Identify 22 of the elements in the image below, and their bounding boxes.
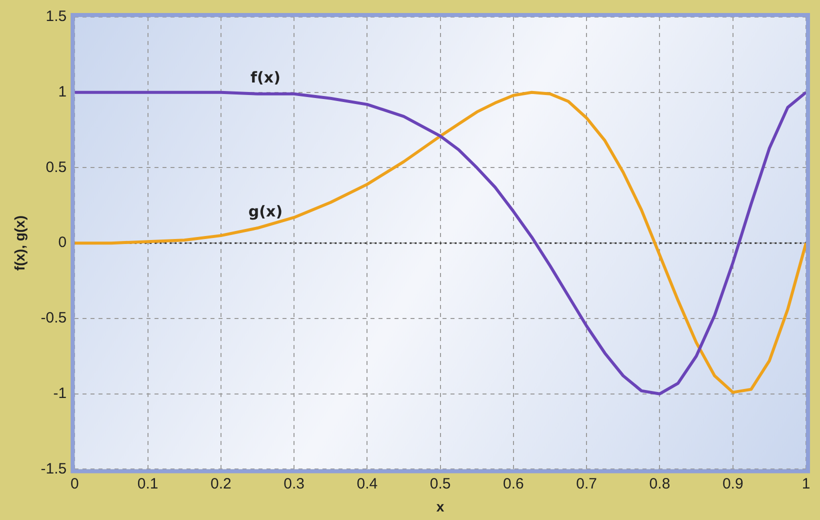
x-axis-title: x bbox=[436, 498, 444, 514]
x-tick-label: 0.8 bbox=[649, 475, 670, 492]
series-label: g(x) bbox=[248, 202, 283, 220]
x-tick-label: 0.7 bbox=[576, 475, 598, 492]
x-tick-label: 0.9 bbox=[722, 475, 744, 492]
y-tick-label: -1.5 bbox=[40, 460, 67, 478]
x-tick-label: 0.5 bbox=[430, 475, 451, 492]
y-tick-label: 1 bbox=[58, 84, 67, 101]
y-tick-label: -0.5 bbox=[40, 310, 67, 327]
y-tick-label: 1.5 bbox=[46, 8, 67, 26]
y-tick-label: -1 bbox=[53, 384, 67, 402]
x-tick-label: 0.4 bbox=[356, 475, 378, 492]
x-tick-label: 0.6 bbox=[503, 475, 524, 492]
x-tick-label: 0 bbox=[70, 475, 79, 492]
x-tick-label: 0.3 bbox=[284, 475, 304, 492]
y-tick-label: 0.5 bbox=[46, 158, 67, 176]
x-tick-label: 1 bbox=[802, 475, 810, 492]
x-tick-label: 0.1 bbox=[137, 475, 158, 492]
series-label: f(x) bbox=[250, 68, 280, 86]
x-tick-label: 0.2 bbox=[210, 475, 232, 492]
y-axis-title: f(x), g(x) bbox=[11, 215, 28, 271]
y-tick-label: 0 bbox=[58, 234, 67, 252]
